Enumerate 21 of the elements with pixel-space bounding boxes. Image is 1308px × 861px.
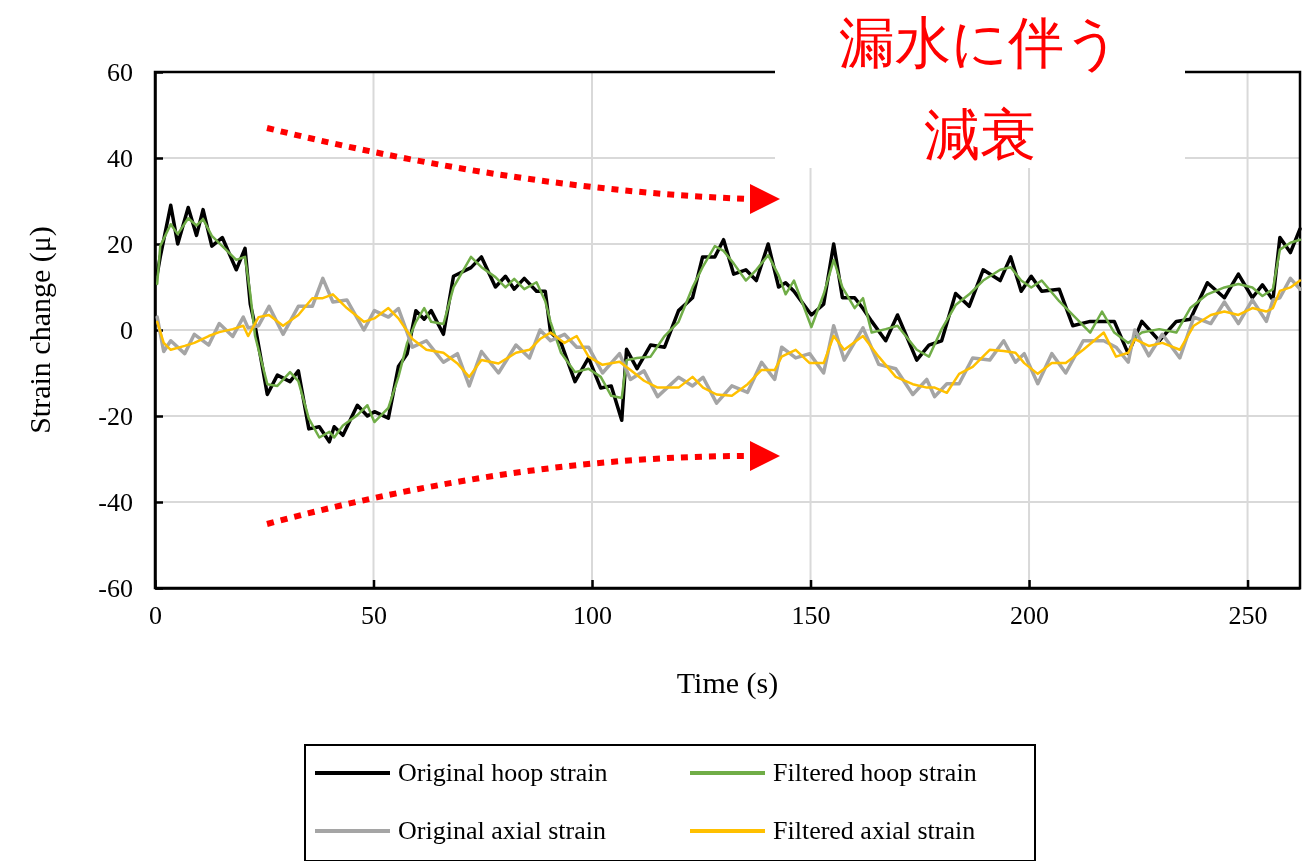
legend-label: Filtered axial strain: [773, 816, 976, 845]
x-tick-label: 150: [791, 601, 831, 631]
x-tick-label: 0: [149, 601, 162, 631]
y-tick-label: 60: [107, 57, 133, 87]
y-tick-label: 0: [120, 315, 133, 345]
annotation: 減衰: [924, 102, 1036, 167]
y-tick-label: -20: [98, 401, 133, 431]
y-tick-label: -60: [98, 573, 133, 603]
y-tick-label: 20: [107, 229, 133, 259]
x-axis-title: Time (s): [676, 666, 779, 700]
y-axis-title: Strain change (μ): [23, 226, 57, 434]
x-tick-label: 100: [573, 601, 613, 631]
x-tick-label: 50: [361, 601, 388, 631]
y-tick-label: -40: [98, 487, 133, 517]
x-tick-label: 200: [1010, 601, 1050, 631]
legend-label: Original axial strain: [398, 816, 606, 845]
legend-label: Filtered hoop strain: [773, 758, 977, 787]
x-tick-label: 250: [1228, 601, 1268, 631]
annotation: 漏水に伴う: [839, 10, 1121, 75]
y-tick-label: 40: [107, 143, 133, 173]
legend-label: Original hoop strain: [398, 758, 608, 787]
